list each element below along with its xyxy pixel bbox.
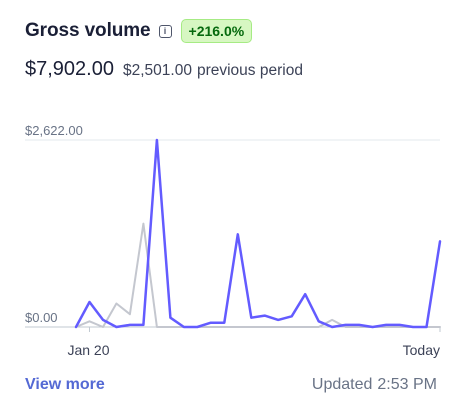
- x-tick-label-start: Jan 20: [67, 342, 109, 358]
- card-title: Gross volume: [25, 20, 151, 41]
- updated-timestamp: Updated 2:53 PM: [312, 376, 437, 394]
- total-previous-value: $2,501.00: [122, 62, 192, 79]
- x-tick-label-end: Today: [403, 342, 440, 358]
- info-icon[interactable]: i: [158, 24, 172, 38]
- card-header: Gross volume i +216.0%: [25, 18, 253, 44]
- change-badge: +216.0%: [180, 19, 253, 43]
- totals-row: $7,902.00 $2,501.00 previous period: [25, 58, 303, 81]
- updated-time: 2:53 PM: [377, 376, 437, 393]
- y-tick-label-min: $0.00: [25, 310, 58, 325]
- gross-volume-chart: $2,622.00 $0.00 Jan 20 Today: [25, 123, 442, 358]
- total-current-value: $7,902.00: [25, 58, 114, 80]
- y-tick-label-max: $2,622.00: [25, 123, 83, 138]
- updated-label: Updated: [311, 376, 373, 393]
- total-previous-label: previous period: [196, 62, 303, 79]
- current-period-line: [74, 138, 442, 329]
- previous-period-line: [75, 222, 441, 328]
- view-more-link[interactable]: View more: [25, 376, 105, 393]
